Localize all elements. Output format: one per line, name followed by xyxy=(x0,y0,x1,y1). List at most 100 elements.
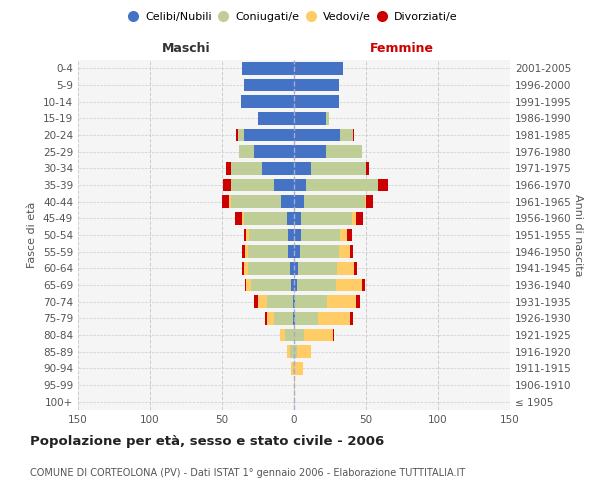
Bar xyxy=(238,129,244,141)
Bar xyxy=(293,362,294,374)
Bar xyxy=(294,312,295,324)
Bar xyxy=(288,246,294,258)
Text: Popolazione per età, sesso e stato civile - 2006: Popolazione per età, sesso e stato civil… xyxy=(30,435,384,448)
Bar xyxy=(297,346,311,358)
Text: Maschi: Maschi xyxy=(161,42,211,55)
Bar xyxy=(236,129,238,141)
Bar xyxy=(340,229,347,241)
Bar xyxy=(355,262,358,274)
Bar xyxy=(294,346,297,358)
Bar xyxy=(356,296,360,308)
Bar xyxy=(294,96,338,108)
Bar xyxy=(280,329,286,341)
Bar xyxy=(258,112,294,124)
Bar xyxy=(294,196,304,208)
Y-axis label: Fasce di età: Fasce di età xyxy=(28,202,37,268)
Bar xyxy=(293,312,294,324)
Bar xyxy=(274,179,294,192)
Bar xyxy=(274,312,293,324)
Bar xyxy=(294,379,295,391)
Bar xyxy=(254,296,258,308)
Bar xyxy=(248,262,290,274)
Bar xyxy=(230,162,262,174)
Bar xyxy=(294,129,340,141)
Legend: Celibi/Nubili, Coniugati/e, Vedovi/e, Divorziati/e: Celibi/Nubili, Coniugati/e, Vedovi/e, Di… xyxy=(127,8,461,25)
Bar xyxy=(244,79,294,92)
Bar xyxy=(248,246,288,258)
Bar xyxy=(338,246,350,258)
Bar xyxy=(266,312,274,324)
Bar xyxy=(223,179,230,192)
Bar xyxy=(294,112,326,124)
Bar xyxy=(294,329,304,341)
Bar xyxy=(250,229,288,241)
Y-axis label: Anni di nascita: Anni di nascita xyxy=(573,194,583,276)
Bar xyxy=(288,229,294,241)
Bar xyxy=(319,312,350,324)
Bar xyxy=(281,196,294,208)
Bar xyxy=(294,296,295,308)
Bar xyxy=(245,279,247,291)
Bar xyxy=(356,212,363,224)
Bar xyxy=(294,146,326,158)
Bar xyxy=(244,262,248,274)
Bar xyxy=(254,146,294,158)
Bar xyxy=(241,96,294,108)
Bar xyxy=(294,362,302,374)
Bar xyxy=(326,112,329,124)
Bar xyxy=(305,179,377,192)
Bar xyxy=(239,146,254,158)
Bar xyxy=(244,129,294,141)
Bar xyxy=(304,196,365,208)
Bar xyxy=(245,246,248,258)
Bar xyxy=(294,62,343,74)
Bar xyxy=(258,296,266,308)
Bar xyxy=(226,162,230,174)
Bar xyxy=(266,296,293,308)
Bar xyxy=(301,212,352,224)
Bar xyxy=(247,279,251,291)
Bar xyxy=(230,196,281,208)
Bar xyxy=(352,212,356,224)
Bar xyxy=(295,296,327,308)
Bar xyxy=(301,229,340,241)
Bar xyxy=(222,196,229,208)
Bar xyxy=(353,129,355,141)
Bar xyxy=(235,212,242,224)
Bar xyxy=(311,162,366,174)
Bar xyxy=(294,212,301,224)
Bar xyxy=(347,229,352,241)
Bar xyxy=(326,146,362,158)
Bar xyxy=(300,246,338,258)
Bar xyxy=(230,179,274,192)
Bar xyxy=(242,212,244,224)
Bar xyxy=(366,162,369,174)
Bar xyxy=(294,246,300,258)
Bar xyxy=(244,229,247,241)
Bar xyxy=(290,262,294,274)
Bar xyxy=(242,246,245,258)
Bar xyxy=(365,196,366,208)
Bar xyxy=(298,262,337,274)
Bar xyxy=(262,162,294,174)
Bar xyxy=(362,279,365,291)
Bar xyxy=(287,212,294,224)
Text: Femmine: Femmine xyxy=(370,42,434,55)
Bar xyxy=(294,162,311,174)
Bar xyxy=(290,346,294,358)
Bar xyxy=(294,179,305,192)
Bar xyxy=(295,312,319,324)
Bar xyxy=(337,262,355,274)
Bar xyxy=(336,279,362,291)
Bar xyxy=(242,262,244,274)
Bar xyxy=(287,346,290,358)
Bar xyxy=(242,62,294,74)
Bar xyxy=(291,279,294,291)
Bar xyxy=(291,362,293,374)
Bar xyxy=(350,312,353,324)
Bar xyxy=(265,312,266,324)
Bar xyxy=(377,179,388,192)
Bar xyxy=(286,329,294,341)
Bar xyxy=(366,196,373,208)
Bar xyxy=(251,279,291,291)
